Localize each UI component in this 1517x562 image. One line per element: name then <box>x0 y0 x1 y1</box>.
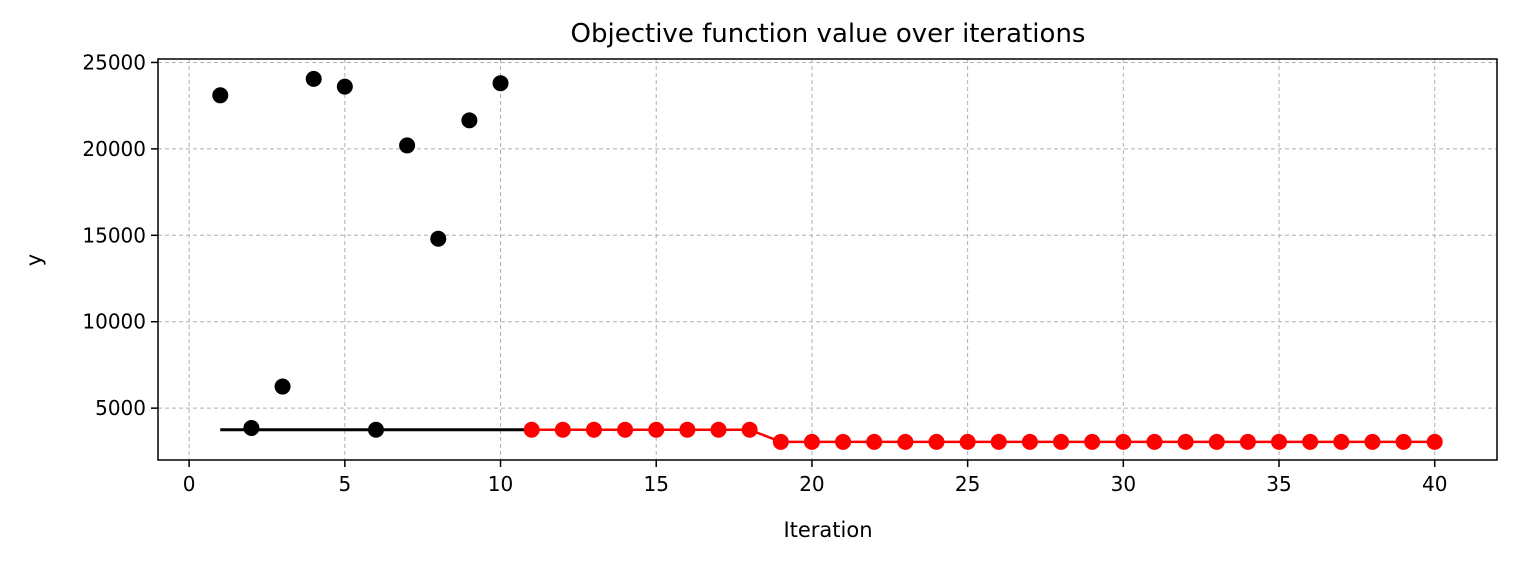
grid <box>158 59 1497 460</box>
initial-point <box>274 378 291 395</box>
initial-point <box>305 70 322 87</box>
x-tick-label: 0 <box>183 472 196 496</box>
optimization-point <box>1333 433 1350 450</box>
initial-point <box>336 78 353 95</box>
optimization-point <box>648 421 665 438</box>
optimization-point <box>803 433 820 450</box>
x-axis-label: Iteration <box>783 518 872 542</box>
initial-point <box>399 137 416 154</box>
optimization-point <box>897 433 914 450</box>
optimization-point <box>1146 433 1163 450</box>
plot-frame <box>157 58 1498 461</box>
x-tick-label: 30 <box>1111 472 1136 496</box>
y-tick-label: 10000 <box>82 310 146 334</box>
optimization-point <box>617 421 634 438</box>
optimization-point <box>1426 433 1443 450</box>
optimization-point <box>1239 433 1256 450</box>
optimization-point <box>1302 433 1319 450</box>
optimization-point <box>1271 433 1288 450</box>
optimization-point <box>1053 433 1070 450</box>
x-axis-ticks: 0 5 10 15 20 25 30 35 40 <box>183 460 1447 496</box>
optimization-point <box>1115 433 1132 450</box>
y-axis-label: y <box>22 254 46 266</box>
x-tick-label: 10 <box>488 472 513 496</box>
data-points <box>212 70 1443 450</box>
chart-title: Objective function value over iterations <box>571 19 1086 49</box>
optimization-point <box>959 433 976 450</box>
optimization-point <box>1395 433 1412 450</box>
initial-point <box>430 230 447 247</box>
optimization-point <box>1084 433 1101 450</box>
x-tick-label: 35 <box>1266 472 1291 496</box>
optimization-point <box>928 433 945 450</box>
optimization-point <box>990 433 1007 450</box>
optimization-point <box>679 421 696 438</box>
x-tick-label: 25 <box>955 472 980 496</box>
x-tick-label: 40 <box>1422 472 1447 496</box>
initial-point <box>212 87 229 104</box>
y-tick-label: 25000 <box>82 50 146 74</box>
y-tick-label: 5000 <box>95 396 146 420</box>
initial-point <box>243 420 260 437</box>
initial-point <box>367 421 384 438</box>
optimization-point <box>585 421 602 438</box>
optimization-point <box>772 433 789 450</box>
x-tick-label: 15 <box>644 472 669 496</box>
optimization-point <box>710 421 727 438</box>
optimization-point <box>1364 433 1381 450</box>
y-axis-ticks: 5000 10000 15000 20000 25000 <box>82 50 158 420</box>
y-tick-label: 15000 <box>82 223 146 247</box>
initial-point <box>461 112 478 129</box>
y-tick-label: 20000 <box>82 137 146 161</box>
x-tick-label: 20 <box>799 472 824 496</box>
optimization-point <box>554 421 571 438</box>
optimization-point <box>1177 433 1194 450</box>
initial-point <box>492 75 509 92</box>
optimization-point <box>1208 433 1225 450</box>
optimization-point <box>866 433 883 450</box>
optimization-point <box>741 421 758 438</box>
optimization-point <box>523 421 540 438</box>
optimization-point <box>1021 433 1038 450</box>
optimization-point <box>835 433 852 450</box>
x-tick-label: 5 <box>338 472 351 496</box>
